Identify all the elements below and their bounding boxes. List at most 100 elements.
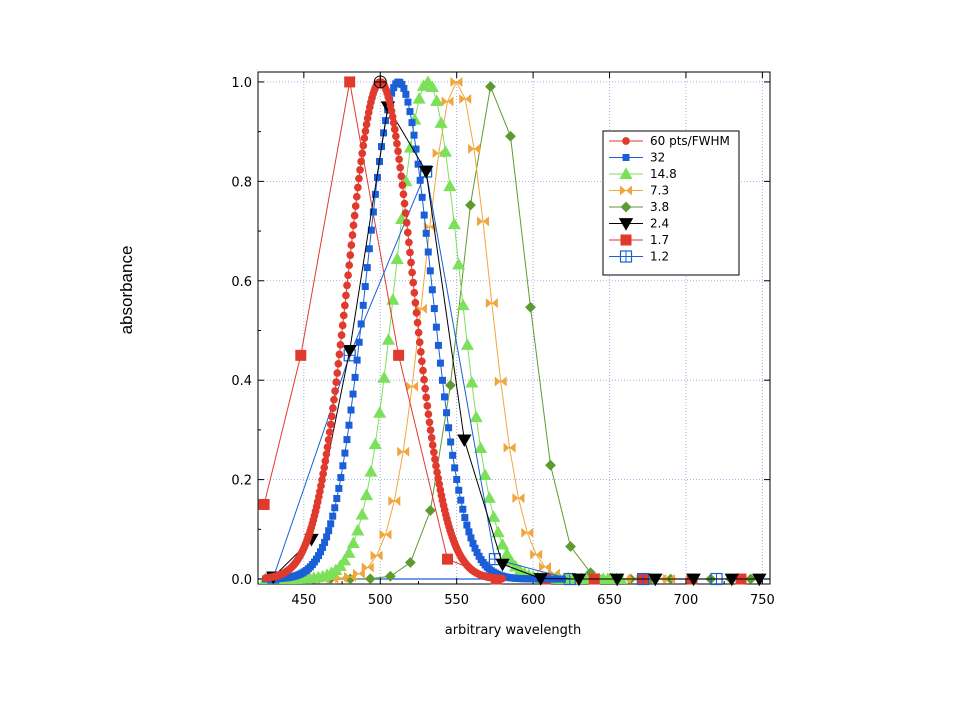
data-point	[410, 131, 418, 139]
data-point	[337, 553, 352, 566]
data-point	[370, 550, 383, 561]
data-point	[344, 76, 356, 88]
data-point	[364, 465, 378, 477]
data-point	[388, 496, 401, 507]
data-point	[414, 160, 422, 168]
data-point	[500, 547, 514, 560]
data-point	[565, 541, 576, 552]
data-point	[473, 441, 488, 454]
data-point	[609, 573, 625, 587]
data-point	[482, 491, 496, 503]
data-point	[332, 378, 341, 386]
data-point	[363, 114, 372, 123]
data-point	[329, 512, 337, 520]
data-point	[393, 349, 405, 361]
data-point	[459, 93, 472, 104]
data-point	[438, 145, 453, 157]
data-point	[412, 308, 421, 317]
data-point	[379, 529, 392, 540]
data-point	[335, 484, 343, 492]
data-point	[399, 190, 408, 199]
data-point	[434, 341, 442, 349]
data-point	[393, 139, 401, 148]
data-point	[432, 323, 440, 331]
data-point	[359, 141, 368, 150]
legend: 60 pts/FWHM 32 14.8 7.3 3.8 2.4 1.7 1.2	[602, 130, 740, 276]
data-point	[424, 505, 436, 516]
data-point	[450, 76, 463, 87]
data-point	[331, 387, 339, 395]
data-point	[392, 132, 400, 141]
data-point	[355, 508, 369, 520]
data-point	[336, 340, 345, 349]
data-point	[345, 261, 354, 270]
data-point	[465, 528, 473, 536]
series-32	[262, 78, 566, 583]
data-point	[457, 434, 472, 448]
data-point	[351, 523, 365, 536]
data-point	[333, 369, 342, 377]
data-point	[371, 190, 379, 198]
data-point	[403, 228, 412, 237]
data-point	[430, 94, 444, 106]
data-point	[495, 537, 510, 550]
data-point	[327, 520, 335, 528]
data-point	[408, 119, 416, 127]
data-point	[343, 281, 351, 290]
data-point	[359, 488, 374, 501]
data-point	[469, 410, 483, 423]
data-point	[324, 435, 333, 444]
data-point	[337, 331, 346, 340]
data-point	[258, 498, 270, 510]
data-point	[358, 149, 367, 158]
data-point	[422, 229, 430, 237]
data-point	[368, 437, 382, 450]
data-point	[423, 402, 432, 410]
data-point	[346, 536, 360, 549]
data-point	[442, 553, 454, 565]
data-point	[498, 574, 507, 583]
data-point	[418, 193, 426, 201]
legend-label: 32	[650, 151, 665, 165]
data-point	[401, 209, 410, 217]
data-point	[367, 226, 375, 234]
data-point	[354, 183, 362, 192]
data-point	[434, 116, 448, 128]
data-point	[445, 424, 453, 432]
data-point	[351, 373, 359, 381]
data-point	[335, 350, 344, 359]
y-tick-label: 0.0	[231, 573, 252, 588]
data-point	[406, 381, 419, 392]
legend-label: 14.8	[650, 167, 677, 181]
data-point	[329, 404, 337, 412]
data-point	[622, 154, 630, 161]
data-point	[390, 84, 398, 92]
data-point	[402, 218, 411, 227]
data-point	[533, 573, 548, 586]
series-line	[265, 81, 563, 580]
data-point	[469, 539, 477, 547]
data-point	[434, 474, 443, 483]
data-point	[321, 457, 330, 465]
data-point	[356, 166, 364, 174]
data-point	[422, 393, 431, 402]
data-point	[420, 375, 428, 384]
data-point	[343, 436, 351, 444]
data-point	[418, 166, 434, 179]
data-point	[622, 137, 630, 145]
data-point	[396, 163, 405, 172]
data-point	[620, 185, 632, 196]
data-point	[400, 84, 408, 92]
data-point	[404, 98, 412, 106]
data-point	[491, 525, 505, 538]
data-point	[505, 130, 516, 142]
data-point	[441, 393, 449, 401]
data-point	[411, 298, 420, 307]
data-point	[407, 258, 415, 267]
data-point	[349, 390, 357, 398]
data-point	[398, 80, 406, 88]
data-point	[620, 201, 632, 213]
data-point	[495, 558, 510, 572]
data-point	[425, 418, 434, 427]
data-point	[416, 347, 425, 356]
